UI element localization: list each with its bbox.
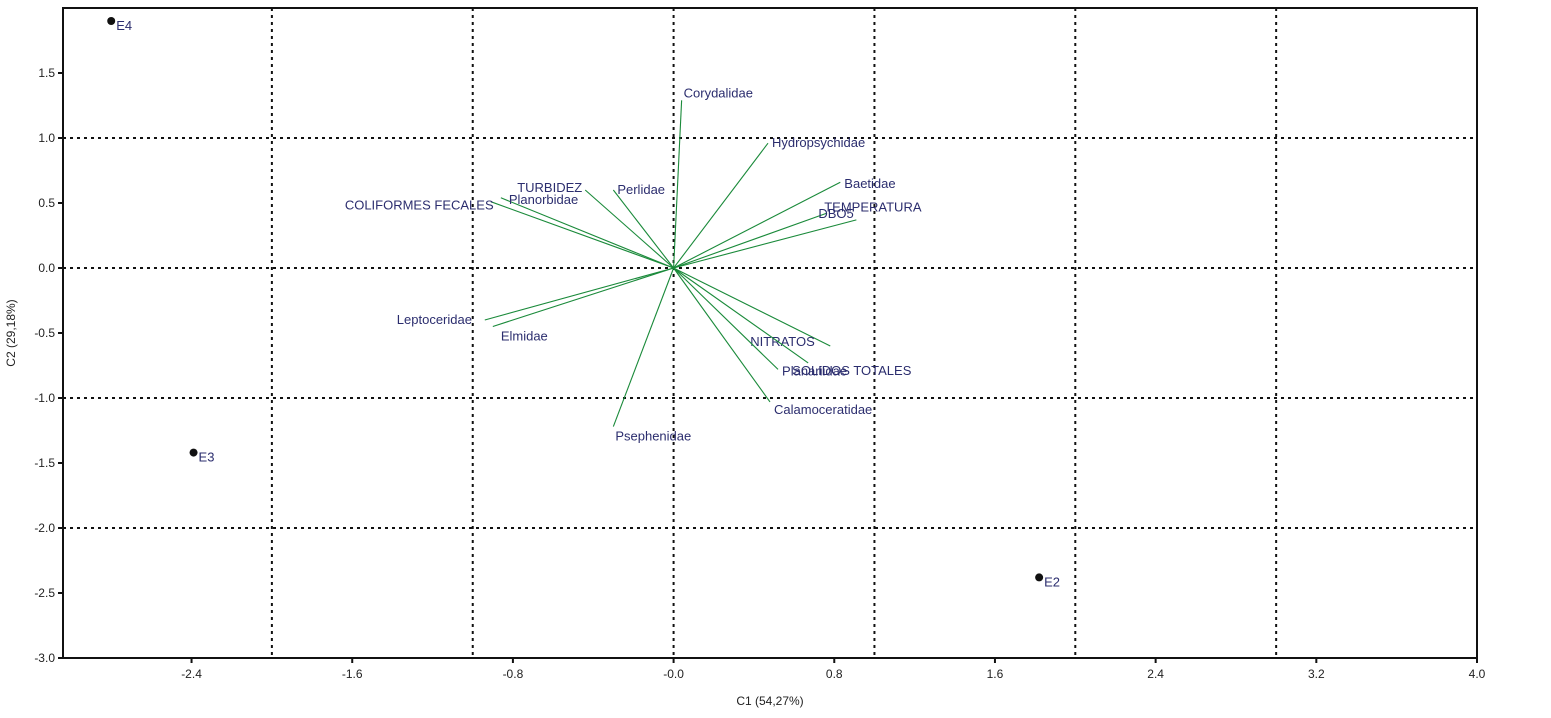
sample-point: [107, 17, 116, 25]
x-tick-label: 1.6: [987, 667, 1004, 681]
vector-line: [584, 189, 674, 269]
vector-label: Hydropsychidae: [772, 135, 865, 150]
vector-line: [673, 267, 771, 403]
vector-line: [673, 212, 827, 269]
vector-line: [673, 267, 831, 347]
vector-line: [500, 197, 674, 269]
y-axis-title: C2 (29,18%): [4, 299, 18, 366]
x-tick-label: -1.6: [342, 667, 363, 681]
y-tick-label: -3.0: [34, 651, 55, 665]
x-tick-label: -0.8: [503, 667, 524, 681]
points: E4 E3 E2: [107, 17, 1060, 589]
sample-point-label: E3: [199, 450, 215, 465]
y-tick-label: 1.5: [38, 66, 55, 80]
x-tick-label: 2.4: [1147, 667, 1164, 681]
vector-line: [673, 219, 857, 269]
sample-point-label: E2: [1044, 574, 1060, 589]
y-tick-label: -1.0: [34, 391, 55, 405]
vector-label: Planorbidae: [509, 192, 578, 207]
y-tick-label: -2.0: [34, 521, 55, 535]
vector-label: Elmidae: [501, 329, 548, 344]
y-tick-label: 1.0: [38, 131, 55, 145]
sample-point: [189, 448, 198, 457]
vector-line: [492, 267, 674, 328]
sample-point: [1035, 573, 1044, 582]
vector-label: COLIFORMES FECALES: [345, 198, 494, 213]
vector-label: Baetidae: [844, 176, 895, 191]
x-tick-label: 4.0: [1469, 667, 1486, 681]
vector-label: Planariidae: [782, 363, 847, 378]
vector-line: [612, 267, 675, 427]
grid: [63, 8, 1477, 658]
sample-point-label: E4: [116, 18, 132, 33]
vector-label: NITRATOS: [750, 334, 815, 349]
vector-line: [673, 267, 779, 370]
vector-label: Calamoceratidae: [774, 402, 872, 417]
vector-label: SOLIDOS TOTALES: [792, 363, 912, 378]
vector-line: [673, 267, 809, 364]
y-tick-label: -2.5: [34, 586, 55, 600]
vector-line: [484, 267, 674, 321]
vector-line: [673, 100, 683, 269]
axis-ticks: -2.4 -1.6 -0.8 -0.0 0.8 1.6 2.4 3.2 4.0 1.5 1.0 0.5…: [34, 66, 1485, 681]
vector-label: Perlidae: [617, 182, 665, 197]
vector-line: [673, 142, 769, 269]
x-tick-label: -2.4: [181, 667, 202, 681]
vector-label: TEMPERATURA: [824, 199, 922, 214]
x-tick-label: 3.2: [1308, 667, 1325, 681]
vector-label: DBO5: [818, 206, 853, 221]
y-tick-label: -1.5: [34, 456, 55, 470]
vector-line: [673, 181, 841, 269]
vectors: Corydalidae Hydropsychidae Baetidae TEMPERA…: [345, 85, 922, 443]
plot-frame: [62, 7, 1478, 659]
y-tick-label: 0.5: [38, 196, 55, 210]
vector-label: Leptoceridae: [397, 312, 472, 327]
vector-label: TURBIDEZ: [517, 180, 582, 195]
x-axis-title: C1 (54,27%): [736, 694, 803, 708]
vector-line: [612, 189, 675, 269]
y-tick-label: -0.5: [34, 326, 55, 340]
y-tick-label: 0.0: [38, 261, 55, 275]
vector-label: Corydalidae: [684, 85, 753, 100]
x-tick-label: -0.0: [663, 667, 684, 681]
x-tick-label: 0.8: [826, 667, 843, 681]
vector-label: Psephenidae: [615, 429, 691, 444]
vector-line: [490, 201, 674, 269]
